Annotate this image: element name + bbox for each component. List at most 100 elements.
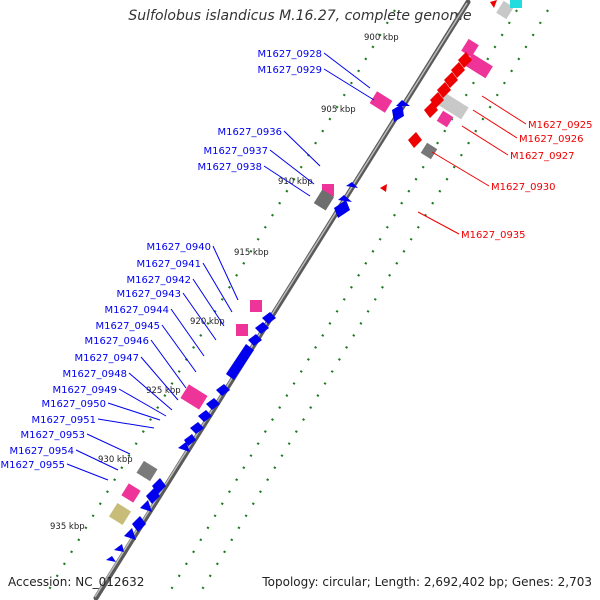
kbp-tick-label: 935 kbp	[50, 522, 85, 532]
label-leader	[161, 324, 197, 373]
gene-label: M1627_0947	[74, 353, 139, 364]
kbp-tick-label: 905 kbp	[321, 105, 356, 115]
feature-forward-cds	[114, 544, 124, 552]
label-leader	[212, 245, 239, 301]
feature-reverse-cds	[451, 62, 465, 78]
kbp-tick-label: 925 kbp	[146, 386, 181, 396]
feature-forward-cds	[198, 410, 212, 422]
gene-label: M1627_0941	[136, 259, 201, 270]
feature-forward-cds	[178, 442, 190, 452]
kbp-tick-label: 915 kbp	[234, 248, 269, 258]
feature-rna	[180, 384, 208, 410]
gene-label: M1627_0944	[104, 305, 169, 316]
feature-forward-cds	[248, 334, 262, 346]
feature-forward-cds	[132, 516, 146, 532]
label-leader	[431, 151, 490, 187]
feature-rna	[236, 324, 248, 336]
label-leader	[182, 292, 217, 341]
gene-label: M1627_0942	[126, 275, 191, 286]
label-leader	[66, 463, 109, 481]
gene-label: M1627_0928	[257, 49, 322, 60]
gene-label: M1627_0926	[519, 134, 584, 145]
label-leader	[150, 339, 187, 389]
gene-label: M1627_0929	[257, 65, 322, 76]
gene-label: M1627_0953	[20, 430, 85, 441]
label-leader	[107, 402, 161, 421]
feature-forward-cds	[190, 422, 204, 434]
kbp-tick-label: 900 kbp	[364, 33, 399, 43]
label-leader	[118, 388, 167, 417]
label-leader	[481, 95, 527, 125]
feature-rna	[369, 91, 393, 113]
gene-label: M1627_0955	[0, 460, 65, 471]
gene-label: M1627_0940	[146, 242, 211, 253]
feature-other	[108, 502, 132, 526]
feature-forward-cds	[106, 556, 116, 562]
feature-rna	[250, 300, 262, 312]
feature-forward-cds	[346, 182, 358, 188]
feature-reverse-cds	[437, 82, 451, 98]
gene-label: M1627_0930	[491, 182, 556, 193]
feature-track	[106, 0, 522, 562]
feature-forward-cds	[334, 200, 350, 218]
feature-rna	[121, 483, 141, 503]
genome-backbone-highlight	[94, 2, 468, 598]
feature-forward-cds	[392, 104, 404, 122]
gene-label: M1627_0950	[41, 399, 106, 410]
label-leader	[283, 130, 321, 167]
kbp-tick-label: 930 kbp	[98, 455, 133, 465]
label-leader	[269, 149, 315, 185]
gene-label: M1627_0946	[84, 336, 149, 347]
label-leader	[417, 211, 460, 235]
feature-forward-cds	[216, 384, 230, 396]
label-leader	[263, 165, 311, 197]
feature-forward-cds	[146, 488, 160, 504]
feature-labels: M1627_0925 M1627_0926 M1627_0927 M1627_0930…	[0, 49, 593, 481]
feature-forward-cds	[226, 344, 254, 380]
gene-label: M1627_0927	[510, 151, 575, 162]
label-leader	[323, 52, 371, 89]
kbp-tick-label: 920 kbp	[190, 317, 225, 327]
gene-label: M1627_0925	[528, 120, 593, 131]
label-leader	[128, 372, 173, 411]
feature-pseudo	[496, 0, 514, 20]
gene-label: M1627_0937	[203, 146, 268, 157]
guide-ring	[165, 9, 518, 599]
feature-reverse-cds	[424, 102, 438, 118]
feature-pseudo	[136, 460, 158, 482]
guide-ring	[43, 9, 396, 599]
feature-forward-cds	[124, 528, 136, 540]
feature-reverse-cds	[490, 0, 497, 8]
genome-title: Sulfolobus islandicus M.16.27, complete …	[128, 8, 472, 24]
label-leader	[472, 109, 518, 139]
gene-label: M1627_0943	[116, 289, 181, 300]
label-leader	[192, 278, 225, 327]
label-leader	[86, 433, 131, 455]
feature-pseudo	[420, 142, 438, 160]
label-leader	[323, 68, 375, 101]
feature-pseudo	[313, 189, 335, 211]
feature-reverse-cds	[444, 72, 458, 88]
feature-reverse-cds	[408, 132, 422, 148]
gene-label: M1627_0936	[217, 127, 282, 138]
feature-reverse-cds	[458, 52, 472, 68]
feature-rna	[436, 110, 454, 128]
genome-summary: Topology: circular; Length: 2,692,402 bp…	[262, 575, 592, 589]
feature-pseudo	[437, 92, 469, 120]
feature-other	[510, 0, 522, 8]
kbp-axis: 900 kbp 905 kbp 910 kbp 915 kbp 920 kbp 925 k…	[50, 33, 399, 532]
gene-label: M1627_0935	[461, 230, 526, 241]
label-leader	[461, 125, 509, 156]
feature-forward-cds	[140, 500, 152, 512]
feature-reverse-cds	[380, 184, 387, 192]
gene-label: M1627_0954	[9, 446, 74, 457]
gene-label: M1627_0951	[31, 415, 96, 426]
accession-label: Accession: NC_012632	[8, 575, 145, 589]
gene-label: M1627_0945	[95, 321, 160, 332]
gene-label: M1627_0948	[62, 369, 127, 380]
feature-forward-cds	[396, 100, 410, 106]
feature-forward-cds	[338, 195, 352, 202]
feature-forward-cds	[255, 322, 269, 334]
